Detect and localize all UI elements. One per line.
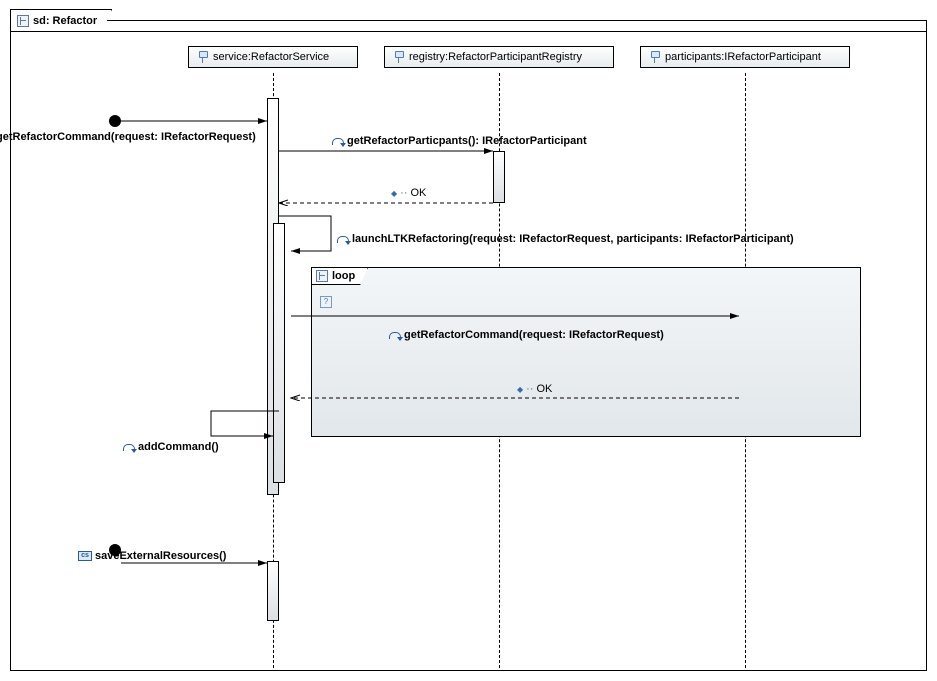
message-label: csgetRefactorCommand(request: IRefactorR… [0,131,256,143]
participant-label: service:RefactorService [213,51,329,63]
message-text: getRefactorParticpants(): IRefactorParti… [347,135,587,147]
found-message-dot [109,115,121,127]
return-text: OK [536,383,552,395]
message-label: cssaveExternalResources() [78,550,226,562]
frame-title: sd: Refactor [33,15,97,27]
return-label: ··OK [517,383,552,395]
loop-fragment: loop ? [311,267,861,437]
participant-p2: registry:RefactorParticipantRegistry [384,46,614,68]
message-text: addCommand() [138,441,219,453]
participant-label: participants:IRefactorParticipant [665,51,821,63]
message-icon [123,441,135,453]
participant-p3: participants:IRefactorParticipant [640,46,850,68]
sequence-diagram-frame: sd: Refactor service:RefactorServiceregi… [10,20,927,671]
return-text: OK [410,187,426,199]
activation [267,561,279,621]
message-label: getRefactorParticpants(): IRefactorParti… [332,135,587,147]
message-label: getRefactorCommand(request: IRefactorReq… [389,329,664,341]
message-icon [337,233,349,245]
message-icon: cs [78,551,92,561]
message-text: getRefactorCommand(request: IRefactorReq… [0,131,256,143]
return-dash: ·· [400,187,407,199]
loop-label: loop [332,270,355,282]
message-text: getRefactorCommand(request: IRefactorReq… [404,329,664,341]
guard-box: ? [320,296,332,308]
lifeline-icon [197,51,209,63]
participant-label: registry:RefactorParticipantRegistry [409,51,582,63]
lifeline-icon [393,51,405,63]
activation [273,223,285,483]
loop-tab: loop [311,267,368,285]
message-text: launchLTKRefactoring(request: IRefactorR… [352,233,794,245]
fragment-icon [316,270,328,282]
message-label: launchLTKRefactoring(request: IRefactorR… [337,233,794,245]
activation [493,151,505,203]
message-text: saveExternalResources() [95,550,226,562]
lifeline-icon [649,51,661,63]
sd-icon [17,15,29,27]
message-icon [389,329,401,341]
message-icon [332,135,344,147]
participant-p1: service:RefactorService [188,46,358,68]
frame-label-tab: sd: Refactor [10,9,112,31]
message-label: addCommand() [123,441,219,453]
return-dash: ·· [526,383,533,395]
return-label: ··OK [391,187,426,199]
